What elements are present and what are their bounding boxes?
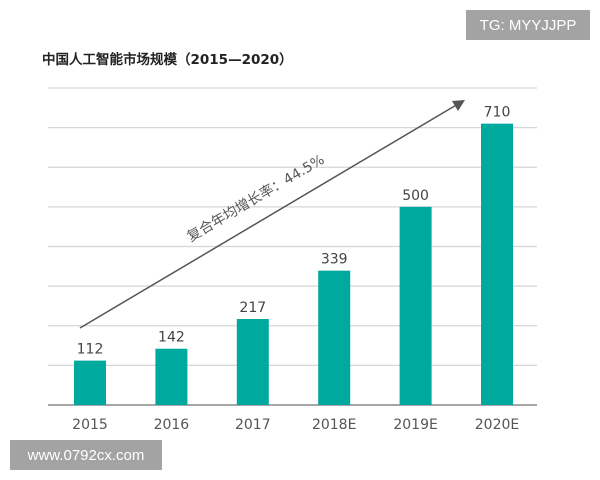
x-tick-label-2017: 2017 — [235, 417, 271, 433]
x-tick-label-2015: 2015 — [72, 417, 108, 433]
watermark-tg: TG: MYYJJPP — [466, 10, 590, 40]
chart-title: 中国人工智能市场规模（2015—2020） — [42, 52, 293, 68]
data-label-2015: 112 — [77, 342, 104, 358]
bar-2017 — [236, 319, 269, 405]
bar-2015 — [74, 360, 106, 405]
x-tick-label-2019E: 2019E — [393, 417, 437, 433]
bar-2018E — [318, 270, 351, 405]
bar-2019E — [399, 206, 432, 405]
data-label-2017: 217 — [239, 300, 266, 316]
growth-annotation: 复合年均增长率：44.5% — [184, 151, 327, 245]
bar-2016 — [155, 348, 188, 405]
data-label-2016: 142 — [158, 330, 185, 346]
x-tick-label-2018E: 2018E — [312, 417, 356, 433]
bar-2020E — [481, 123, 513, 405]
arrow-head-icon — [452, 100, 465, 111]
data-label-2020E: 710 — [484, 105, 511, 121]
growth-arrow-line — [79, 103, 459, 329]
watermark-url: www.0792cx.com — [10, 440, 162, 470]
x-tick-label-2016: 2016 — [154, 417, 190, 433]
data-label-2019E: 500 — [402, 188, 429, 204]
x-tick-label-2020E: 2020E — [475, 417, 519, 433]
data-label-2018E: 339 — [321, 252, 348, 268]
